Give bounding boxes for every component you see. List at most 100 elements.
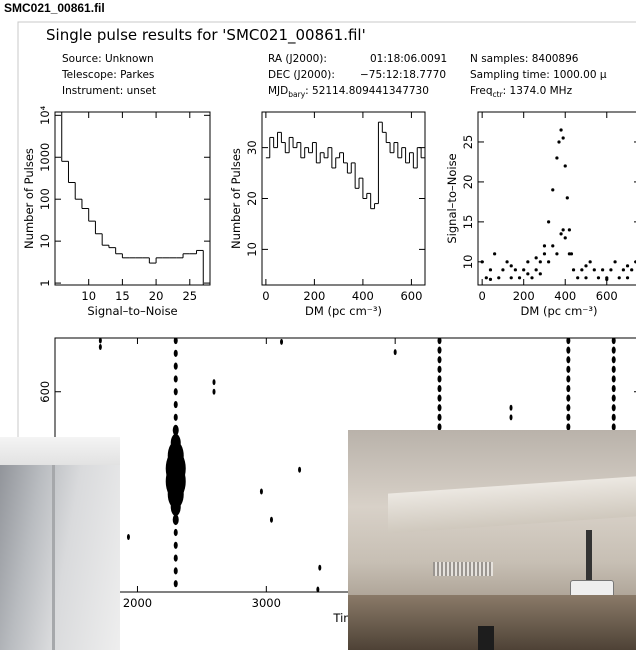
x-tick-label: 20 <box>149 289 164 303</box>
source: Source: Unknown <box>62 53 154 65</box>
instrument: Instrument: unset <box>62 85 156 97</box>
x-tick-label: 3000 <box>252 596 281 610</box>
mjd-sub: bary <box>288 90 305 99</box>
point <box>566 365 571 373</box>
y-axis-label: Number of Pulses <box>22 148 36 249</box>
x-tick-label: 2000 <box>123 596 152 610</box>
point <box>534 256 538 260</box>
point <box>173 362 178 370</box>
x-axis-label: DM (pc cm⁻³) <box>521 304 598 318</box>
point <box>437 375 442 383</box>
photo-left <box>0 437 120 650</box>
point <box>551 188 555 192</box>
freq-value: : 1374.0 MHz <box>503 85 573 97</box>
point <box>437 413 442 421</box>
y-tick-label: 30 <box>245 140 259 155</box>
y-tick-label: 20 <box>245 191 259 206</box>
point <box>571 268 576 272</box>
point <box>393 349 397 356</box>
ra-value: 01:18:06.0091 <box>370 53 447 65</box>
photo-right <box>348 430 636 650</box>
point <box>509 264 513 268</box>
y-tick-label: 600 <box>38 381 52 403</box>
plot-area <box>98 338 616 592</box>
point <box>173 349 178 357</box>
point <box>542 252 547 256</box>
point <box>522 268 526 272</box>
point <box>173 567 178 575</box>
point <box>592 268 596 272</box>
point <box>173 338 178 345</box>
point <box>611 375 616 383</box>
point <box>559 232 563 236</box>
point <box>611 423 616 431</box>
photo-projector-mount <box>586 530 592 580</box>
point <box>437 338 442 345</box>
point <box>173 388 178 396</box>
point <box>557 140 561 144</box>
point <box>547 260 551 264</box>
point <box>566 375 571 383</box>
point <box>567 228 571 232</box>
sampling-time: Sampling time: 1000.00 μ <box>470 69 607 81</box>
point <box>611 384 616 393</box>
point <box>617 276 621 280</box>
point <box>576 276 580 280</box>
point <box>630 268 634 272</box>
point <box>542 244 547 248</box>
point <box>280 338 284 345</box>
point <box>437 365 442 373</box>
point <box>173 375 178 383</box>
point <box>172 424 179 436</box>
point <box>509 414 513 421</box>
y-tick-label: 10 <box>38 234 52 249</box>
point <box>173 528 178 537</box>
x-tick-label: 200 <box>303 289 325 303</box>
point <box>611 413 616 421</box>
x-tick-label: 0 <box>478 289 485 303</box>
point <box>547 220 551 224</box>
chart: 0 200 400 600 10 20 30 DM (pc cm⁻³) Number of Pu… <box>229 111 426 318</box>
point <box>173 541 178 549</box>
mjd-label: MJD <box>268 85 288 97</box>
point <box>212 379 216 386</box>
chart: 0 200 400 600 10 15 20 25 DM (pc cm⁻³) Signal–to–… <box>445 111 636 318</box>
point <box>501 268 505 272</box>
point <box>505 260 509 264</box>
y-tick-label: 10 <box>461 255 475 270</box>
x-tick-label: 10 <box>81 289 96 303</box>
point <box>563 164 567 168</box>
point <box>565 196 569 200</box>
point <box>269 516 273 523</box>
dec-value: −75:12:18.7770 <box>360 69 446 81</box>
telescope: Telescope: Parkes <box>61 69 154 81</box>
point <box>566 413 571 421</box>
point <box>584 264 588 268</box>
point <box>559 128 563 132</box>
photo-speaker <box>478 626 494 650</box>
point <box>437 423 442 431</box>
axes-frame <box>261 111 426 286</box>
point <box>588 260 592 264</box>
info: Source: Unknown Telescope: Parkes Instru… <box>61 53 607 99</box>
point <box>611 404 616 412</box>
y-axis-label: Number of Pulses <box>229 148 243 249</box>
point <box>538 260 542 264</box>
point <box>437 394 442 402</box>
point <box>173 400 178 409</box>
point <box>509 276 513 280</box>
x-axis-label: DM (pc cm⁻³) <box>305 304 382 318</box>
point <box>484 276 488 280</box>
point <box>567 252 571 256</box>
point <box>580 268 584 272</box>
point <box>437 356 442 364</box>
point <box>596 276 601 280</box>
plot-area <box>480 128 636 282</box>
point <box>563 236 567 240</box>
point <box>480 260 484 264</box>
x-tick-label: 400 <box>352 289 374 303</box>
photo-ceiling-edge <box>0 437 120 465</box>
point <box>526 272 530 276</box>
frame <box>17 21 636 650</box>
